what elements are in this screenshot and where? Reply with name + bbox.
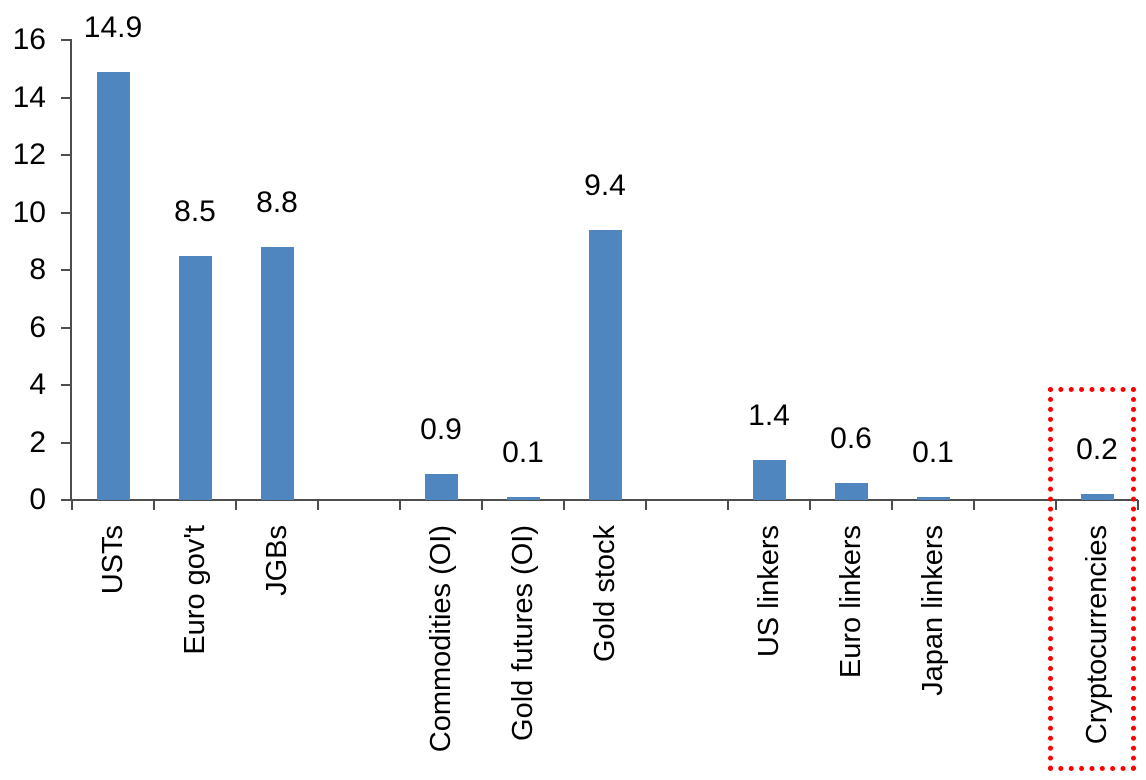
y-tick-label: 2 (29, 425, 46, 459)
x-category-label: Euro gov't (179, 525, 211, 655)
bar-value-label: 0.2 (1076, 433, 1118, 467)
bar (260, 247, 294, 500)
y-axis-tick (61, 154, 72, 156)
x-axis-tick (71, 500, 73, 510)
bar-value-label: 0.6 (830, 421, 872, 455)
x-category-label: Commodities (OI) (425, 525, 457, 753)
x-category-label: Gold futures (OI) (507, 525, 539, 741)
bar (588, 229, 622, 500)
x-category-label: US linkers (753, 525, 785, 658)
x-axis-tick (1137, 500, 1139, 510)
y-tick-label: 14 (12, 80, 46, 114)
x-axis-tick (973, 500, 975, 510)
x-axis-tick (1055, 500, 1057, 510)
y-tick-label: 16 (12, 23, 46, 56)
bar (1080, 494, 1114, 500)
y-tick-label: 12 (12, 138, 46, 171)
bar-value-label: 14.9 (83, 10, 143, 44)
bar-value-label: 0.1 (912, 436, 954, 470)
bar (96, 71, 130, 500)
x-axis-tick (399, 500, 401, 510)
y-axis-tick (61, 441, 72, 444)
x-axis-tick (645, 500, 647, 510)
x-axis-tick (891, 500, 893, 510)
bar-value-label: 8.8 (256, 186, 298, 219)
bar (424, 474, 458, 500)
y-axis-tick (61, 499, 72, 501)
y-tick-label: 6 (29, 310, 46, 344)
y-axis-tick (61, 39, 72, 41)
bar (752, 459, 786, 500)
x-axis-tick (235, 500, 237, 510)
y-tick-label: 10 (12, 195, 46, 229)
x-category-label: JGBs (261, 525, 293, 596)
y-axis-tick (61, 211, 72, 214)
bar (506, 497, 540, 500)
y-axis-tick (61, 384, 72, 386)
x-axis-tick (317, 500, 319, 510)
x-axis-tick (563, 500, 565, 510)
x-axis-tick (481, 500, 483, 510)
x-axis-line (70, 499, 1138, 501)
x-axis-tick (727, 500, 729, 510)
x-category-label: Gold stock (589, 525, 621, 662)
bar (178, 255, 212, 500)
y-tick-label: 8 (29, 253, 46, 286)
y-tick-label: 4 (29, 368, 46, 401)
bar (916, 497, 950, 500)
bar-value-label: 8.5 (174, 194, 216, 228)
bar-value-label: 0.1 (502, 436, 544, 470)
x-category-label: Japan linkers (917, 525, 949, 696)
x-category-label: Euro linkers (835, 525, 867, 679)
x-axis-tick (809, 500, 811, 510)
bar-value-label: 0.9 (420, 413, 462, 447)
y-axis-tick (61, 269, 72, 271)
x-category-label: USTs (97, 525, 129, 595)
highlight-box (1048, 387, 1136, 771)
y-axis-tick (61, 326, 72, 329)
x-axis-tick (153, 500, 155, 510)
y-axis-tick (61, 96, 72, 99)
y-tick-label: 0 (29, 483, 46, 516)
bar-value-label: 9.4 (584, 168, 626, 202)
bar-value-label: 1.4 (748, 398, 790, 432)
bar (834, 482, 868, 500)
